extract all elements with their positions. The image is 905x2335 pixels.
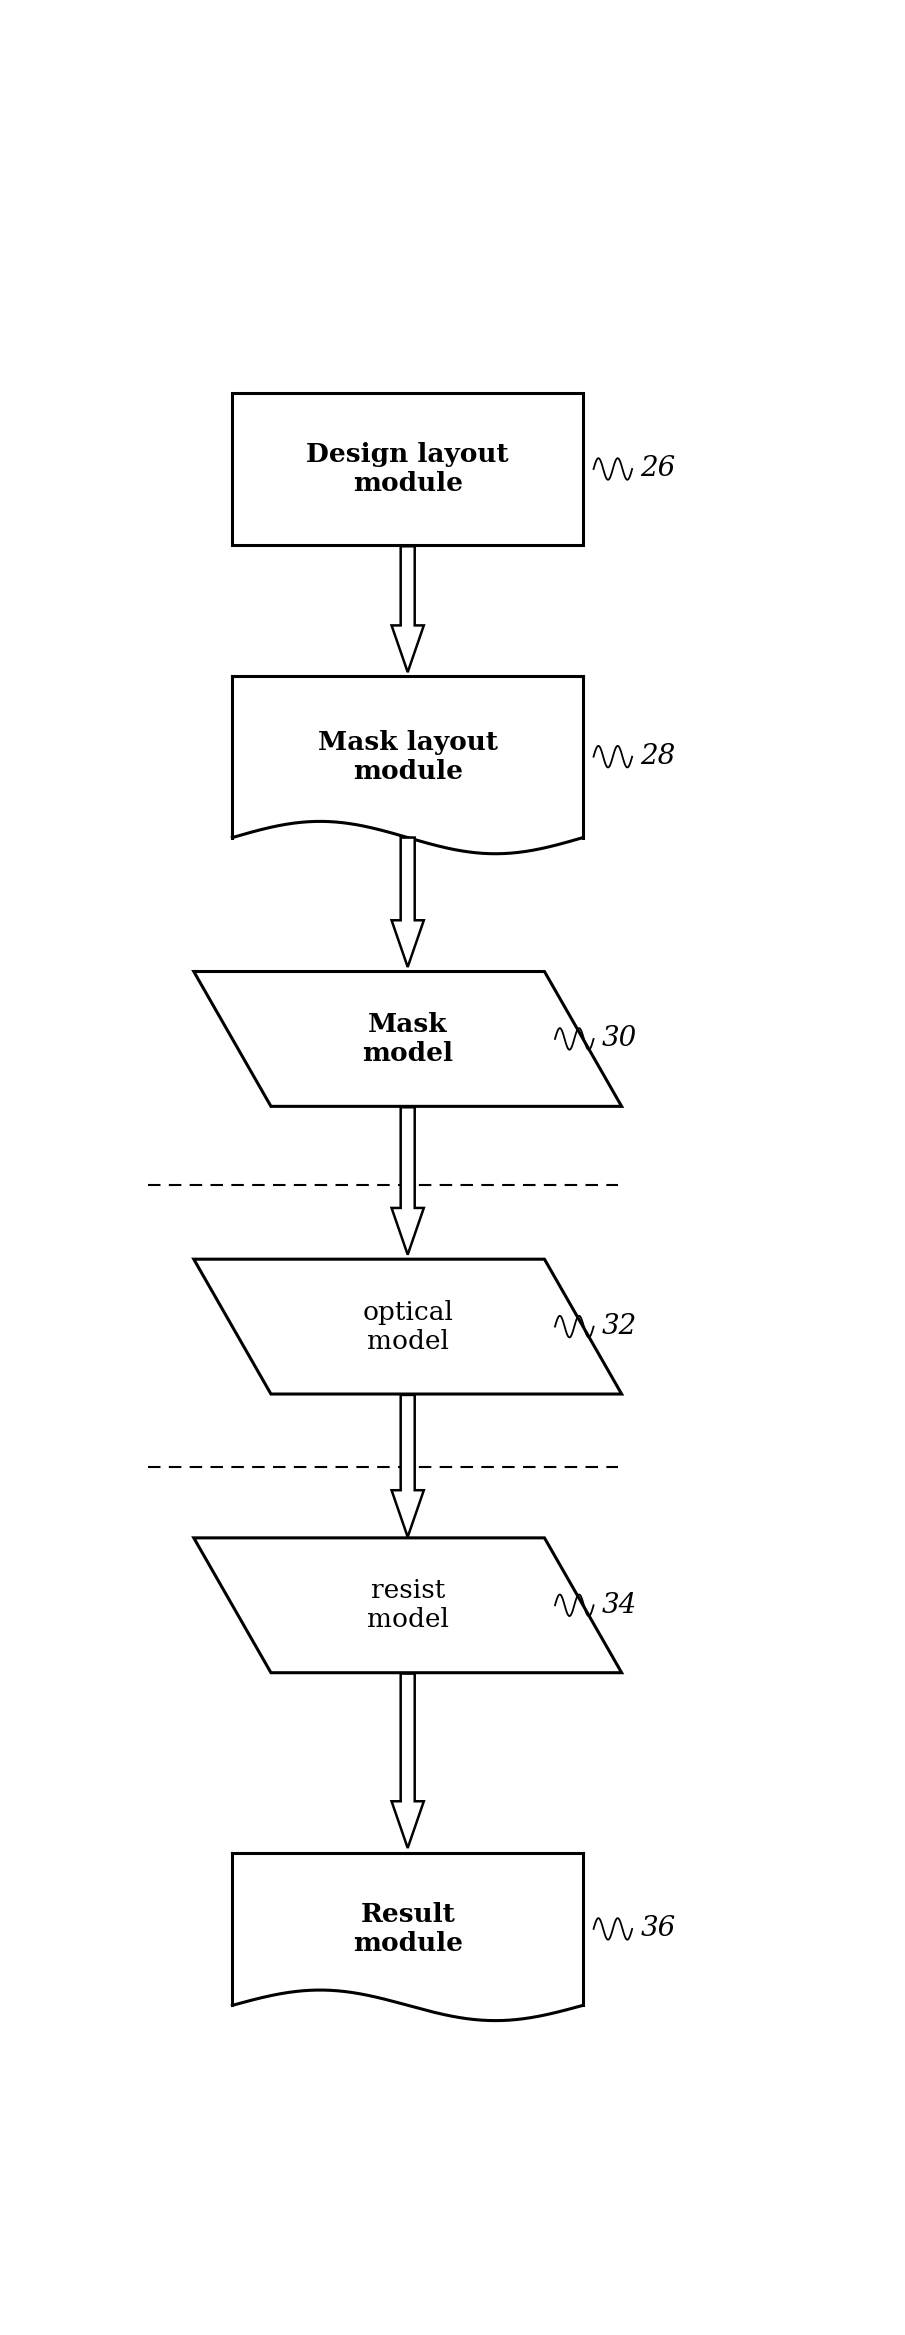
Text: 36: 36 [641,1915,676,1943]
Bar [225,1852,590,2029]
Polygon shape [392,1394,424,1536]
Text: Result
module: Result module [353,1903,462,1957]
Polygon shape [233,1852,583,2020]
Polygon shape [194,971,622,1107]
Polygon shape [392,1107,424,1254]
Polygon shape [194,1259,622,1394]
Polygon shape [392,1674,424,1847]
Text: Design layout
module: Design layout module [307,441,509,495]
Polygon shape [233,675,583,855]
Text: 32: 32 [602,1312,637,1340]
Bar [233,392,583,546]
Polygon shape [392,838,424,967]
Text: optical
model: optical model [362,1301,453,1354]
Text: 28: 28 [641,743,676,771]
Bar [225,675,590,862]
Text: 34: 34 [602,1592,637,1618]
Text: 30: 30 [602,1025,637,1053]
Text: 26: 26 [641,455,676,483]
Text: Mask layout
module: Mask layout module [318,729,498,785]
Polygon shape [392,546,424,672]
Polygon shape [194,1539,622,1672]
Text: Mask
model: Mask model [362,1011,453,1067]
Text: resist
model: resist model [367,1578,449,1632]
